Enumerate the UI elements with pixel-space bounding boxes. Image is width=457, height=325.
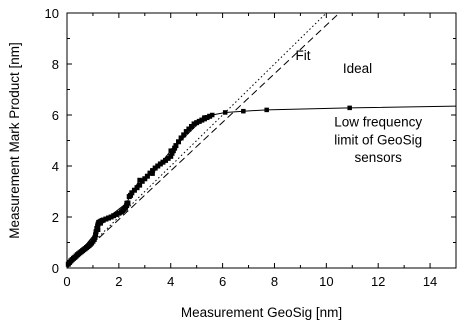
limit-annotation-line-3: sensors	[355, 150, 403, 165]
ideal-line	[66, 12, 327, 269]
curve-point	[222, 110, 228, 115]
data-point	[129, 190, 135, 196]
data-point	[178, 135, 184, 141]
x-tick-label: 0	[63, 274, 70, 289]
data-point	[181, 132, 187, 138]
data-point	[199, 117, 205, 123]
data-point	[108, 214, 114, 220]
curve-point	[209, 112, 215, 118]
data-point	[183, 129, 189, 135]
data-point	[169, 150, 175, 156]
plot-content	[65, 12, 457, 269]
data-point	[103, 216, 109, 222]
data-point	[116, 210, 122, 216]
x-tick-label: 10	[319, 274, 333, 289]
y-tick-label: 6	[52, 108, 59, 123]
data-point	[93, 232, 99, 238]
data-point	[191, 121, 197, 127]
data-point	[111, 213, 117, 219]
x-tick-label: 12	[371, 274, 385, 289]
data-point	[100, 217, 106, 223]
curve-point	[128, 193, 133, 198]
x-tick-label: 14	[423, 274, 437, 289]
data-point	[144, 173, 150, 179]
data-point	[131, 187, 137, 193]
data-point	[105, 215, 111, 221]
data-point	[160, 159, 166, 165]
data-point	[176, 139, 182, 145]
data-point	[207, 113, 213, 119]
y-tick-label: 10	[45, 6, 59, 21]
y-axis-label: Measurement Mark Product [nm]	[7, 42, 22, 239]
data-point	[142, 176, 148, 182]
curve-point	[124, 200, 129, 206]
y-tick-label: 2	[52, 210, 59, 225]
data-point	[122, 205, 128, 211]
y-tick-label: 8	[52, 57, 59, 72]
limit-annotation-line-2: limit of GeoSig	[334, 132, 422, 147]
data-point	[194, 120, 200, 126]
data-point	[163, 157, 169, 163]
curve-point	[137, 177, 142, 183]
data-point	[165, 155, 171, 161]
data-point	[173, 143, 179, 149]
curve-point	[264, 107, 269, 113]
x-axis-label: Measurement GeoSig [nm]	[181, 305, 342, 320]
data-point	[188, 123, 194, 129]
data-point	[204, 115, 210, 121]
data-point	[113, 211, 119, 217]
x-tick-label: 8	[271, 274, 278, 289]
data-point	[152, 165, 158, 171]
x-tick-label: 4	[167, 274, 174, 289]
data-point	[92, 234, 98, 240]
fit-line	[66, 12, 340, 269]
x-tick-label: 2	[115, 274, 122, 289]
data-point	[139, 178, 145, 184]
curve-point	[150, 171, 155, 176]
tick-labels: 0 2 4 6 8 10 12 14 0 2 4 6 8 10	[45, 6, 438, 289]
data-point	[168, 153, 174, 159]
data-markers	[65, 105, 352, 267]
curve-point	[95, 227, 101, 232]
data-point	[186, 126, 192, 132]
y-tick-label: 4	[52, 159, 59, 174]
data-point	[172, 145, 178, 151]
ideal-annotation: Ideal	[343, 61, 372, 76]
data-point	[155, 163, 161, 169]
curve-point	[202, 115, 207, 120]
data-point	[147, 170, 153, 176]
curve-point	[98, 221, 103, 226]
data-point	[170, 148, 176, 154]
data-point	[137, 182, 143, 188]
data-point	[134, 185, 140, 191]
data-point	[150, 168, 156, 174]
curve-point	[241, 108, 246, 114]
y-tick-label: 0	[52, 261, 59, 276]
curve-point	[347, 105, 352, 111]
axis-ticks	[66, 12, 457, 269]
data-point	[124, 203, 130, 209]
measured-curve	[66, 105, 457, 269]
x-tick-label: 6	[219, 274, 226, 289]
data-point	[196, 118, 202, 124]
limit-annotation-line-1: Low frequency	[334, 114, 422, 129]
fit-annotation: Fit	[295, 48, 310, 63]
data-point	[157, 161, 163, 167]
curve-point	[168, 148, 173, 153]
